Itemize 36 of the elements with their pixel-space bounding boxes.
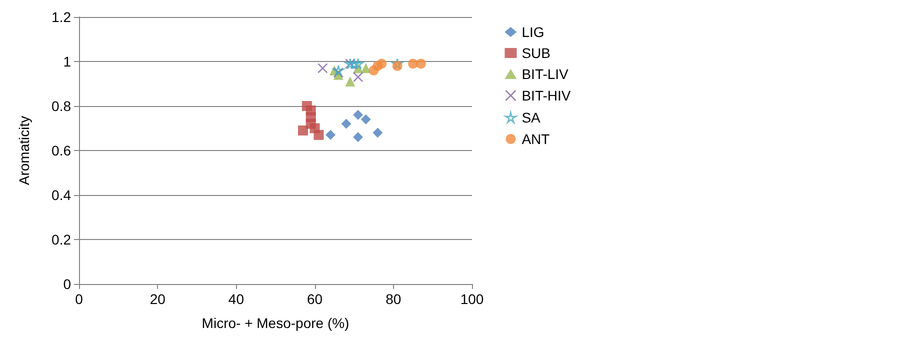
point [352,72,364,82]
point [333,67,344,78]
y-tick-label: 0 [63,276,72,292]
point [345,76,356,87]
point [326,130,336,140]
y-tick-label: 0.8 [52,98,72,114]
point [372,128,383,138]
point [376,58,387,69]
y-tick-label: 0.2 [52,232,72,248]
x-axis-title: Micro- + Meso-pore (%) [202,315,350,331]
point [416,58,426,69]
legend-label: BIT-LIV [522,66,570,82]
point [314,130,324,140]
legend-label: SUB [522,45,551,61]
point [318,63,328,74]
point [353,110,364,120]
y-tick-label: 1 [63,54,72,70]
legend-label: SA [522,110,542,126]
x-tick-label: 80 [386,291,402,307]
y-tick-label: 0.4 [52,187,72,203]
x-tick-label: 100 [460,291,484,307]
x-tick-label: 20 [150,291,166,307]
point [298,125,308,136]
point [360,114,371,124]
x-tick-label: 40 [228,291,244,307]
legend-label: LIG [522,24,544,40]
point [353,132,364,142]
x-tick-label: 60 [307,291,323,307]
point [341,118,352,129]
point [332,64,344,76]
x-tick-label: 0 [75,291,84,307]
y-axis-title: Aromaticity [16,116,32,186]
legend-label: BIT-HIV [522,88,572,104]
legend-label: ANT [522,131,550,147]
y-tick-label: 0.6 [52,142,72,158]
y-tick-label: 1.2 [52,9,72,25]
